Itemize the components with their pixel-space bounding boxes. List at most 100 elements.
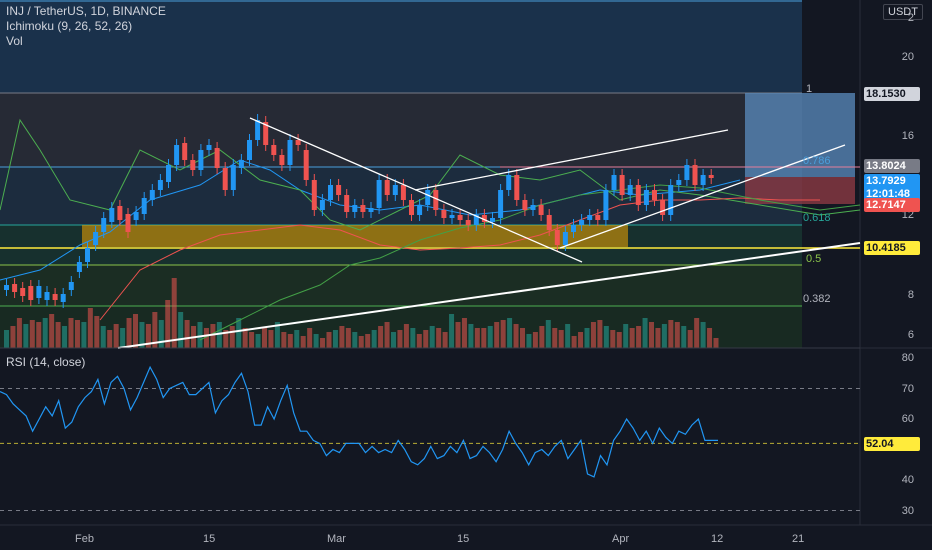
volume-bar xyxy=(171,278,177,348)
volume-bar xyxy=(526,334,532,348)
candle-body xyxy=(28,286,34,300)
volume-bar xyxy=(629,328,635,348)
candle-body xyxy=(562,232,568,245)
fib-label-0382: 0.382 xyxy=(803,293,831,305)
currency-button[interactable]: USDT xyxy=(883,4,923,20)
candle-body xyxy=(93,232,99,245)
volume-bar xyxy=(545,320,551,348)
volume-bar xyxy=(229,326,235,348)
candle-body xyxy=(627,185,633,195)
volume-legend: Vol xyxy=(6,34,23,48)
volume-bar xyxy=(10,326,16,348)
volume-bar xyxy=(320,338,326,348)
volume-bar xyxy=(178,312,184,348)
volume-bar xyxy=(113,324,119,348)
price-tick: 20 xyxy=(901,51,914,63)
candle-body xyxy=(101,218,107,232)
level-lower-tag: 12.7147 xyxy=(864,198,920,212)
candle-body xyxy=(206,145,212,150)
lagging-span xyxy=(0,118,861,231)
candle-body xyxy=(222,168,228,190)
candle-body xyxy=(157,180,163,190)
volume-bar xyxy=(558,330,564,348)
volume-bar xyxy=(216,322,222,348)
candle-body xyxy=(182,143,188,160)
candle-body xyxy=(214,148,220,168)
x-tick: 15 xyxy=(203,533,216,545)
trendline-long-support xyxy=(117,242,861,349)
x-tick: 15 xyxy=(457,533,470,545)
candle-body xyxy=(554,230,560,245)
level-support-tag: 10.4185 xyxy=(864,241,920,255)
volume-bar xyxy=(184,320,190,348)
volume-bar xyxy=(436,328,442,348)
volume-bar xyxy=(62,326,68,348)
volume-bar xyxy=(55,322,61,348)
fib-label-0786: 0.786 xyxy=(803,155,831,167)
volume-bar xyxy=(384,322,390,348)
volume-bar xyxy=(203,328,209,348)
volume-bar xyxy=(707,328,713,348)
volume-bar xyxy=(681,326,687,348)
volume-bar xyxy=(539,326,545,348)
trendline-channel-bottom xyxy=(559,144,846,249)
candle-body xyxy=(125,214,131,232)
volume-bar xyxy=(126,318,132,348)
price-tick: 16 xyxy=(901,130,914,142)
trendline-channel-top xyxy=(414,129,729,191)
fib-zone-top xyxy=(0,0,802,93)
price-tick: 2 xyxy=(907,12,914,24)
candle-body xyxy=(498,190,504,218)
rsi-tick: 40 xyxy=(901,474,914,486)
candle-body xyxy=(368,208,374,212)
volume-bar xyxy=(578,332,584,348)
volume-bar xyxy=(339,326,345,348)
rsi-tick: 70 xyxy=(901,383,914,395)
volume-bar xyxy=(603,326,609,348)
volume-bar xyxy=(713,338,719,348)
candle-body xyxy=(619,175,625,195)
candle-body xyxy=(400,185,406,200)
candle-body xyxy=(595,215,601,220)
candle-body xyxy=(652,190,657,200)
candle-body xyxy=(279,155,285,165)
volume-bar xyxy=(461,318,467,348)
price-tick: 12 xyxy=(901,209,914,221)
volume-bar xyxy=(590,322,596,348)
candle-body xyxy=(360,205,366,212)
price-tick: 8 xyxy=(907,289,914,301)
candle-body xyxy=(481,215,487,222)
volume-bar xyxy=(87,308,93,348)
volume-bar xyxy=(700,322,706,348)
candle-body xyxy=(44,292,50,300)
volume-bar xyxy=(584,328,590,348)
volume-bar xyxy=(36,322,42,348)
volume-bar xyxy=(74,320,80,348)
volume-bar xyxy=(403,324,409,348)
level-upper-tag: 13.8024 xyxy=(864,159,920,173)
volume-bar xyxy=(481,328,487,348)
volume-bar xyxy=(636,326,642,348)
volume-bar xyxy=(552,328,558,348)
volume-bar xyxy=(274,322,280,348)
volume-bar xyxy=(378,326,384,348)
candle-body xyxy=(336,185,342,195)
volume-bar xyxy=(332,330,338,348)
candle-body xyxy=(4,285,9,290)
level-top-tag: 18.1530 xyxy=(864,87,920,101)
candle-body xyxy=(530,205,536,210)
candle-body xyxy=(579,220,585,225)
candle-body xyxy=(449,215,455,218)
volume-bar xyxy=(100,326,106,348)
volume-bar xyxy=(165,300,171,348)
volume-bar xyxy=(281,332,287,348)
volume-bar xyxy=(145,324,151,348)
volume-bar xyxy=(455,322,461,348)
candle-body xyxy=(587,215,593,220)
candle-body xyxy=(68,282,74,290)
volume-bar xyxy=(597,320,603,348)
fib-zone-05 xyxy=(0,265,802,306)
volume-bar xyxy=(255,334,261,348)
volume-bar xyxy=(442,332,448,348)
